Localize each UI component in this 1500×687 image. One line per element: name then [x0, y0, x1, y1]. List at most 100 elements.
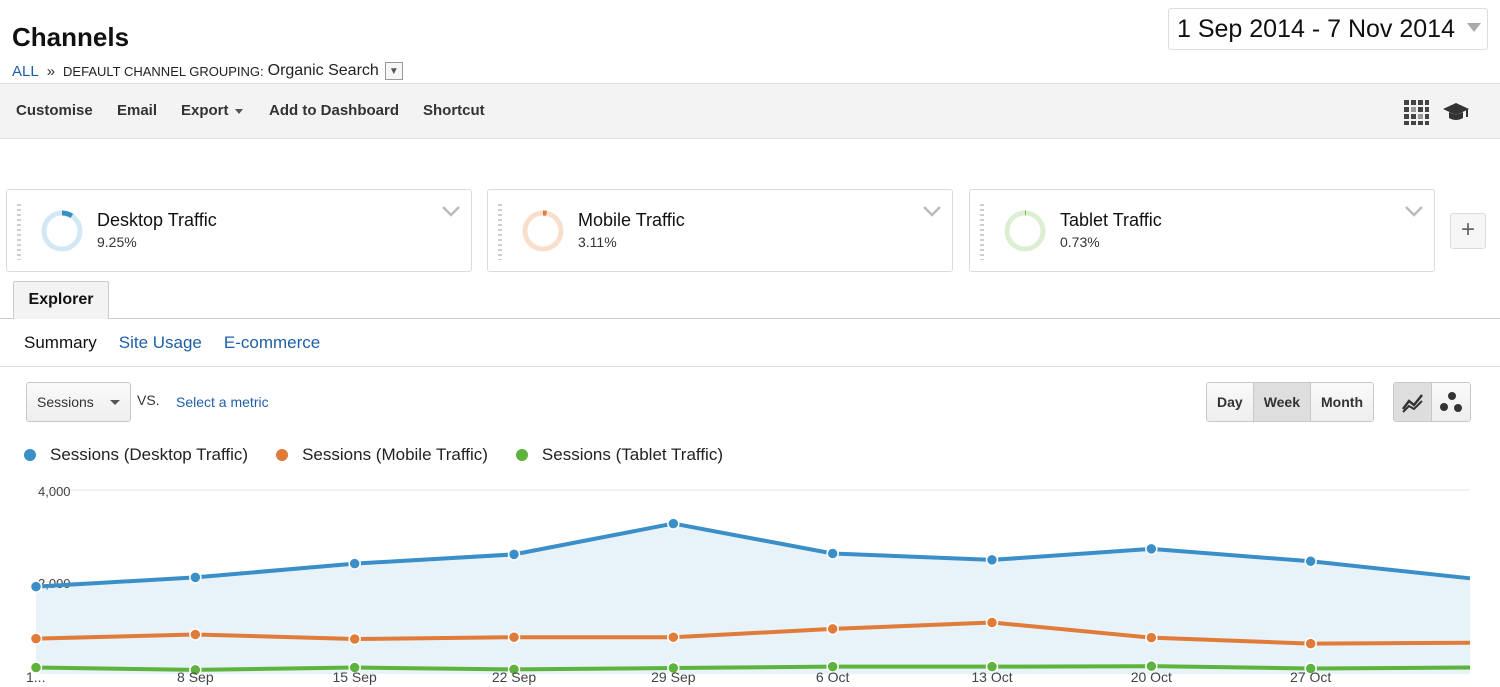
chart-legend: Sessions (Desktop Traffic) Sessions (Mob… [24, 445, 751, 465]
data-point [507, 548, 521, 561]
add-segment-button[interactable]: + [1450, 213, 1486, 249]
x-tick-label: 22 Sep [492, 669, 537, 685]
x-tick-label: 15 Sep [332, 669, 377, 685]
export-button[interactable]: Export [181, 102, 243, 119]
legend-label: Sessions (Desktop Traffic) [50, 445, 249, 464]
segment-card-desktop[interactable]: Desktop Traffic 9.25% [6, 189, 472, 272]
segment-card-tablet[interactable]: Tablet Traffic 0.73% [969, 189, 1435, 272]
metric-select-value: Sessions [37, 394, 94, 410]
tab-divider [0, 318, 1500, 319]
donut-chart-icon [1004, 210, 1046, 252]
data-point [507, 663, 521, 676]
series-line [35, 620, 1471, 646]
legend-swatch [276, 449, 289, 461]
segment-percent: 9.25% [97, 234, 137, 250]
chevron-down-icon[interactable] [441, 204, 461, 218]
legend-swatch [515, 449, 528, 461]
series-line [35, 664, 1471, 672]
breadcrumb-dropdown-button[interactable]: ▼ [384, 62, 403, 80]
data-point [667, 517, 680, 530]
tab-explorer[interactable]: Explorer [13, 281, 109, 319]
drag-handle-icon[interactable] [980, 204, 984, 260]
x-tick-label: 8 Sep [177, 669, 214, 685]
data-point [1145, 631, 1158, 644]
data-point [348, 661, 361, 674]
legend-item: Sessions (Desktop Traffic) [24, 445, 248, 465]
period-toggle: Day Week Month [1206, 382, 1374, 422]
x-tick-label: 1... [26, 669, 45, 685]
breadcrumb-dimension-value: Organic Search [267, 62, 379, 79]
line-chart-icon [1401, 394, 1423, 413]
subtab-summary[interactable]: Summary [24, 333, 97, 352]
subtab-divider [0, 366, 1500, 367]
x-tick-label: 6 Oct [816, 669, 850, 685]
customise-button[interactable]: Customise [16, 102, 93, 119]
line-chart-button[interactable] [1394, 383, 1432, 421]
chevron-down-icon: ▼ [388, 65, 399, 77]
select-metric-link[interactable]: Select a metric [176, 394, 269, 410]
data-point [1304, 555, 1317, 568]
x-tick-label: 20 Oct [1131, 669, 1172, 685]
legend-item: Sessions (Mobile Traffic) [276, 445, 488, 465]
donut-chart-icon [522, 210, 564, 252]
breadcrumb-all-link[interactable]: ALL [12, 62, 39, 80]
data-point [667, 630, 680, 644]
x-tick-label: 27 Oct [1290, 669, 1331, 685]
data-point [826, 547, 839, 560]
bubble-chart-icon [1440, 392, 1462, 412]
drag-handle-icon[interactable] [498, 204, 502, 260]
page-title: Channels [12, 22, 130, 52]
report-toolbar: Customise Email Export Add to Dashboard … [0, 83, 1500, 139]
series-area-fill [36, 523, 1470, 674]
breadcrumb-separator: » [46, 62, 56, 80]
segment-name: Mobile Traffic [578, 210, 685, 230]
drag-handle-icon[interactable] [17, 204, 21, 260]
legend-item: Sessions (Tablet Traffic) [515, 445, 723, 465]
data-point [348, 632, 361, 646]
breadcrumb-dimension-label: DEFAULT CHANNEL GROUPING: [63, 63, 264, 79]
data-point [29, 580, 43, 593]
segment-card-mobile[interactable]: Mobile Traffic 3.11% [487, 189, 953, 272]
vs-label: VS. [137, 392, 160, 408]
date-range-value: 1 Sep 2014 - 7 Nov 2014 [1177, 14, 1455, 43]
chevron-down-icon[interactable] [922, 204, 942, 218]
segment-percent: 3.11% [578, 234, 617, 250]
y-tick-label: 4,000 [38, 484, 71, 499]
shortcut-button[interactable]: Shortcut [423, 102, 485, 119]
grid-icon[interactable] [1402, 98, 1430, 126]
legend-label: Sessions (Mobile Traffic) [302, 445, 488, 464]
data-point [29, 632, 43, 645]
data-point [29, 661, 43, 674]
donut-chart-icon [41, 210, 83, 252]
explorer-subtabs: Summary Site Usage E-commerce [24, 333, 342, 353]
graduation-cap-icon[interactable] [1442, 98, 1470, 126]
subtab-site-usage[interactable]: Site Usage [118, 333, 202, 352]
caret-down-icon [110, 400, 120, 405]
segment-name: Tablet Traffic [1060, 210, 1162, 230]
data-point [507, 630, 521, 644]
data-point [189, 663, 202, 677]
data-point [985, 616, 999, 629]
motion-chart-button[interactable] [1432, 383, 1470, 421]
period-day-button[interactable]: Day [1207, 383, 1254, 421]
email-button[interactable]: Email [117, 102, 158, 119]
period-week-button[interactable]: Week [1253, 383, 1312, 421]
caret-down-icon [234, 108, 243, 114]
chevron-down-icon[interactable] [1404, 204, 1424, 218]
x-tick-label: 13 Oct [971, 669, 1012, 685]
data-point [826, 660, 839, 673]
export-label: Export [181, 102, 229, 119]
series-line [35, 521, 1471, 589]
segment-name: Desktop Traffic [97, 210, 217, 230]
period-month-button[interactable]: Month [1311, 383, 1373, 421]
data-point [1304, 662, 1317, 675]
data-point [667, 661, 680, 675]
metric-select[interactable]: Sessions [26, 382, 131, 422]
data-point [1145, 542, 1158, 556]
data-point [189, 628, 202, 641]
subtab-ecommerce[interactable]: E-commerce [223, 333, 321, 352]
add-to-dashboard-button[interactable]: Add to Dashboard [269, 102, 399, 119]
data-point [1145, 659, 1158, 673]
date-range-picker[interactable]: 1 Sep 2014 - 7 Nov 2014 [1168, 8, 1488, 50]
